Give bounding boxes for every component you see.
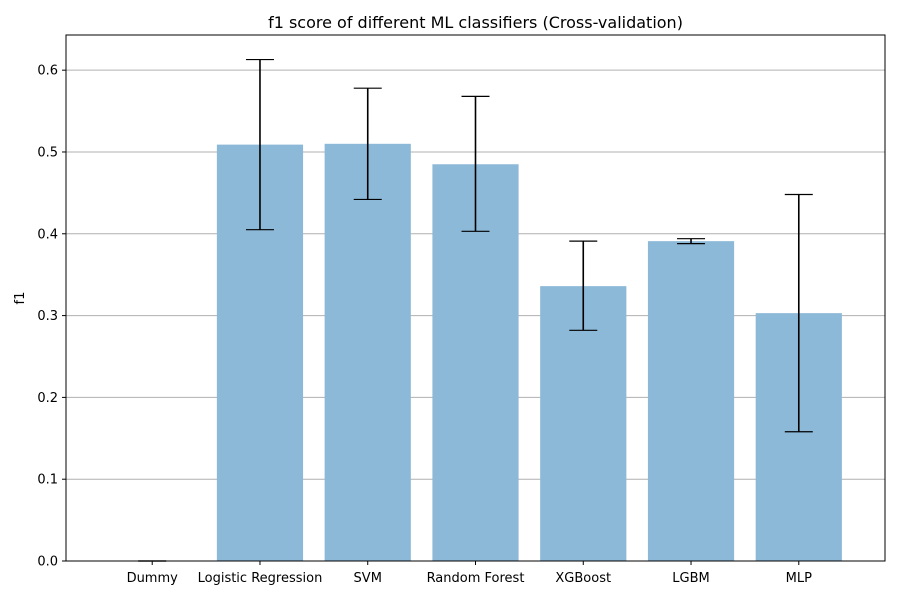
x-tick-label: SVM <box>354 571 382 586</box>
y-tick-label: 0.2 <box>37 391 58 406</box>
y-tick-label: 0.0 <box>37 555 58 570</box>
x-tick-label: Logistic Regression <box>198 571 323 586</box>
y-tick-label: 0.3 <box>37 309 58 324</box>
bar <box>647 241 735 562</box>
y-axis: 0.0 0.1 0.2 0.3 0.4 0.5 0.6 <box>37 64 66 570</box>
bar <box>324 143 411 561</box>
y-tick-label: 0.6 <box>37 64 58 79</box>
x-tick-label: Dummy <box>127 571 179 586</box>
y-tick-label: 0.5 <box>37 145 58 160</box>
bar <box>540 286 627 561</box>
y-axis-label: f1 <box>13 292 28 305</box>
x-tick-label: MLP <box>786 571 812 586</box>
chart-title: f1 score of different ML classifiers (Cr… <box>268 13 683 32</box>
y-tick-label: 0.4 <box>37 227 58 242</box>
x-tick-label: Random Forest <box>427 571 525 586</box>
y-tick-label: 0.1 <box>37 473 58 488</box>
x-tick-label: XGBoost <box>555 571 611 586</box>
x-axis: Dummy Logistic Regression SVM Random Forest… <box>127 561 812 586</box>
x-tick-label: LGBM <box>672 571 709 586</box>
